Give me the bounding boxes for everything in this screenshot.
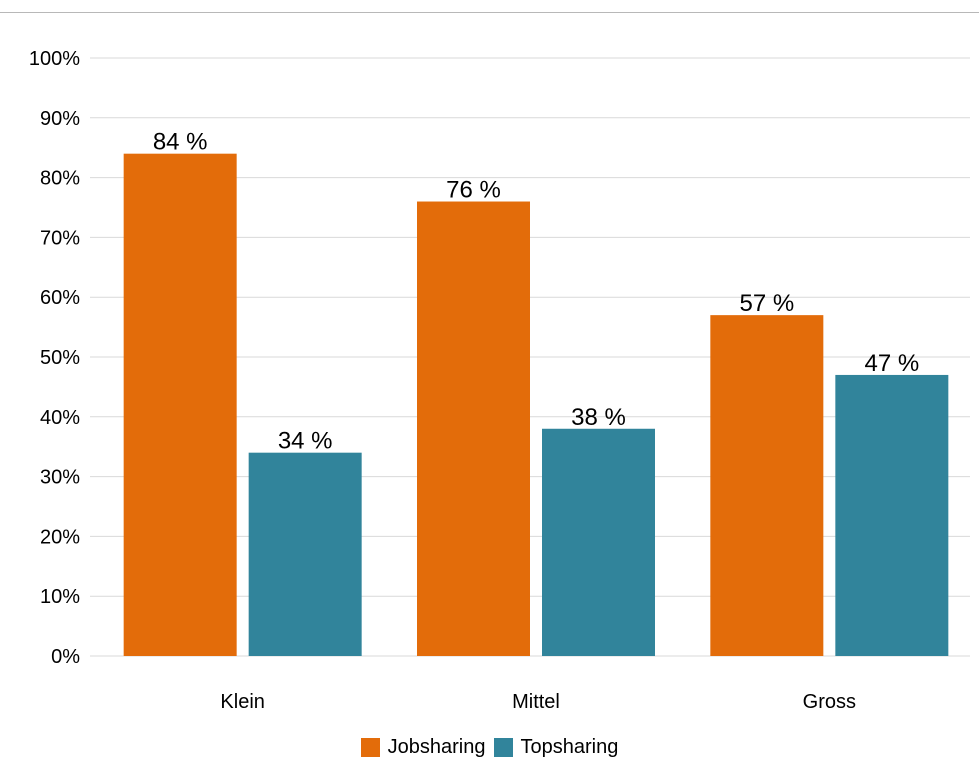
data-label: 57 % bbox=[739, 290, 794, 317]
y-tick-label: 0% bbox=[51, 646, 80, 668]
data-label: 84 % bbox=[153, 129, 208, 156]
y-tick-label: 90% bbox=[40, 108, 80, 130]
legend-item-topsharing: Topsharing bbox=[493, 736, 619, 759]
legend-item-jobsharing: Jobsharing bbox=[360, 736, 486, 759]
legend-label-topsharing: Topsharing bbox=[520, 736, 619, 758]
y-tick-label: 100% bbox=[29, 48, 80, 70]
data-label: 76 % bbox=[446, 177, 501, 204]
bar bbox=[710, 315, 824, 656]
y-tick-label: 50% bbox=[40, 347, 80, 369]
bar-chart: 0% 10% 20% 30% 40% 50% 60% 70% 80% 90% 100% 84 % 34 … bbox=[29, 48, 970, 713]
y-tick-label: 20% bbox=[40, 526, 80, 548]
data-label: 47 % bbox=[864, 350, 919, 377]
data-label: 38 % bbox=[571, 404, 626, 431]
x-tick-label: Gross bbox=[803, 691, 856, 713]
legend: Jobsharing Topsharing bbox=[0, 736, 979, 759]
legend-swatch-jobsharing bbox=[360, 738, 380, 757]
x-tick-label: Klein bbox=[220, 691, 264, 713]
legend-label-jobsharing: Jobsharing bbox=[387, 736, 486, 758]
bar bbox=[248, 452, 362, 656]
bar bbox=[123, 153, 237, 656]
data-label: 34 % bbox=[278, 428, 333, 455]
bar bbox=[417, 201, 530, 656]
bar bbox=[835, 374, 949, 656]
y-tick-label: 30% bbox=[40, 467, 80, 489]
legend-swatch-topsharing bbox=[493, 738, 513, 757]
top-divider bbox=[0, 12, 979, 13]
x-tick-label: Mittel bbox=[512, 691, 560, 713]
y-tick-label: 10% bbox=[40, 586, 80, 608]
y-tick-label: 40% bbox=[40, 407, 80, 429]
y-tick-label: 80% bbox=[40, 168, 80, 190]
y-tick-label: 60% bbox=[40, 287, 80, 309]
bar bbox=[542, 428, 655, 656]
y-tick-label: 70% bbox=[40, 227, 80, 249]
